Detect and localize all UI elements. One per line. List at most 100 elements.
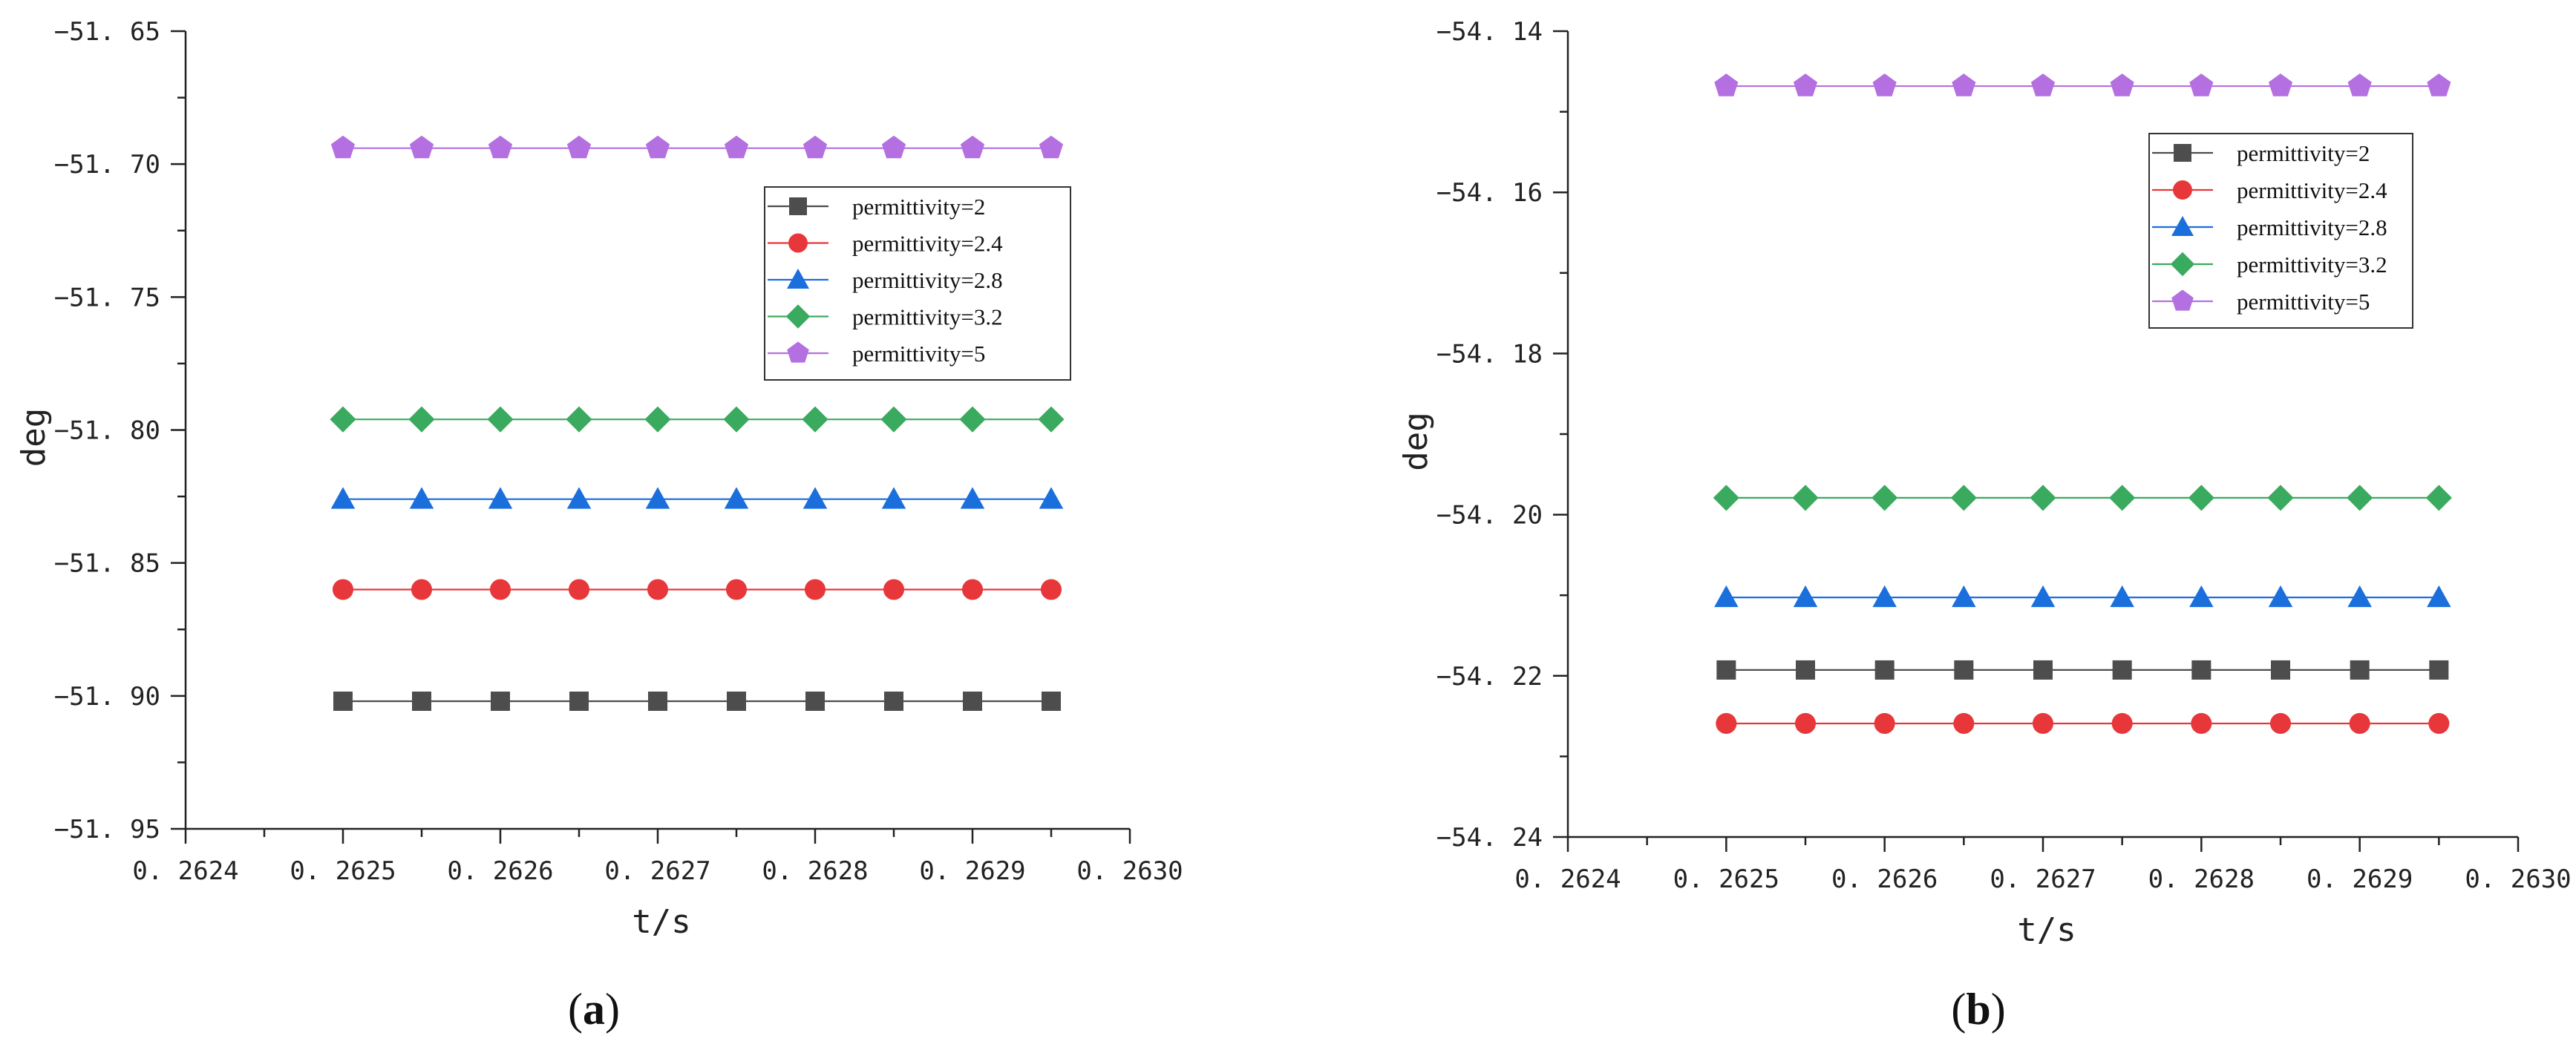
- legend-label: permittivity=3.2: [2237, 252, 2387, 278]
- data-point-marker: [411, 579, 433, 600]
- data-point-marker: [724, 487, 749, 509]
- data-point-marker: [568, 579, 590, 600]
- x-axis-title: t/s: [2017, 911, 2076, 949]
- data-point-marker: [2030, 73, 2056, 96]
- data-point-marker: [333, 692, 353, 711]
- data-point-marker: [1714, 585, 1739, 608]
- data-point-marker: [332, 579, 354, 600]
- data-point-marker: [2350, 660, 2370, 680]
- legend-swatch-marker: [2174, 144, 2191, 162]
- legend-box: [764, 186, 1071, 381]
- data-point-marker: [2110, 73, 2134, 96]
- data-point-marker: [569, 692, 589, 711]
- legend-label: permittivity=2: [2237, 140, 2370, 166]
- legend-item: permittivity=5: [2152, 289, 2370, 315]
- data-point-marker: [330, 406, 356, 433]
- series-3: [1714, 585, 2451, 608]
- data-point-marker: [1792, 485, 1819, 511]
- series-4: [1713, 485, 2452, 511]
- x-tick-label: 0. 2629: [2307, 864, 2413, 894]
- legend-swatch-marker: [2173, 180, 2192, 200]
- series-2: [332, 579, 1062, 600]
- data-point-marker: [802, 135, 828, 159]
- y-tick-label: −51. 95: [54, 815, 160, 844]
- y-tick-label: −51. 75: [54, 283, 160, 312]
- legend-item: permittivity=2: [2152, 140, 2370, 166]
- data-point-marker: [881, 487, 906, 509]
- data-point-marker: [1716, 712, 1737, 735]
- legend-label: permittivity=2.4: [852, 231, 1003, 257]
- data-point-marker: [409, 135, 434, 159]
- y-tick-label: −54. 24: [1436, 823, 1543, 853]
- x-tick-label: 0. 2626: [447, 856, 553, 886]
- series-5: [330, 135, 1064, 159]
- legend-swatch-marker: [788, 233, 808, 253]
- data-point-marker: [880, 406, 907, 433]
- legend-swatch-marker: [2170, 252, 2195, 277]
- legend-label: permittivity=5: [2237, 289, 2370, 315]
- data-point-marker: [644, 406, 671, 433]
- data-point-marker: [645, 487, 670, 509]
- data-point-marker: [2189, 73, 2214, 96]
- data-point-marker: [645, 135, 670, 159]
- data-point-marker: [2110, 585, 2134, 608]
- data-point-marker: [1794, 712, 1817, 735]
- data-point-marker: [2268, 585, 2293, 608]
- legend-swatch-marker: [787, 341, 809, 363]
- x-tick-label: 0. 2624: [1514, 864, 1621, 894]
- data-point-marker: [330, 135, 356, 159]
- legend-item: permittivity=2.8: [2152, 214, 2387, 240]
- data-point-marker: [802, 487, 828, 509]
- legend-swatch-marker: [2171, 289, 2194, 311]
- x-tick-label: 0. 2627: [1990, 864, 2096, 894]
- chart-panel-a: 0. 2624 0. 2625 0. 2626 0. 2627 0. 2628 0. 26…: [15, 17, 1183, 1034]
- data-point-marker: [2429, 660, 2449, 680]
- legend-item: permittivity=2.4: [768, 231, 1003, 257]
- data-point-marker: [566, 135, 592, 159]
- y-tick-label: −51. 80: [54, 416, 160, 446]
- data-point-marker: [2109, 485, 2136, 511]
- y-tick-label: −54. 14: [1436, 17, 1543, 47]
- data-point-marker: [1716, 660, 1736, 680]
- data-point-marker: [488, 487, 513, 509]
- legend: permittivity=2 permittivity=2.4 permittivi…: [764, 186, 1071, 381]
- data-point-marker: [2271, 660, 2290, 680]
- data-point-marker: [1040, 579, 1062, 600]
- data-point-marker: [1793, 585, 1818, 608]
- x-tick-label: 0. 2630: [2465, 864, 2571, 894]
- series-1: [1716, 660, 2449, 680]
- data-point-marker: [2189, 585, 2214, 608]
- data-point-marker: [2188, 485, 2214, 511]
- data-point-marker: [2347, 585, 2372, 608]
- data-point-marker: [961, 579, 984, 600]
- legend-label: permittivity=2.4: [2237, 177, 2387, 203]
- legend-label: permittivity=2: [852, 194, 985, 220]
- data-point-marker: [2191, 660, 2211, 680]
- x-tick-label: 0. 2624: [132, 856, 238, 886]
- data-point-marker: [412, 692, 431, 711]
- legend-label: permittivity=2.8: [852, 267, 1003, 293]
- data-point-marker: [1874, 660, 1895, 680]
- data-point-marker: [727, 692, 746, 711]
- y-tick-label: −54. 16: [1436, 178, 1543, 208]
- data-point-marker: [1952, 585, 1976, 608]
- data-point-marker: [1872, 585, 1897, 608]
- legend-label: permittivity=2.8: [2237, 214, 2387, 240]
- data-point-marker: [724, 135, 749, 159]
- data-point-marker: [959, 406, 986, 433]
- series-5: [1714, 73, 2451, 96]
- y-axis-title: deg: [15, 408, 53, 467]
- legend-label: permittivity=3.2: [852, 304, 1003, 330]
- data-point-marker: [1793, 73, 1818, 96]
- x-tick-label: 0. 2630: [1076, 856, 1183, 886]
- data-point-marker: [488, 135, 513, 159]
- data-point-marker: [408, 406, 435, 433]
- data-point-marker: [2347, 485, 2373, 511]
- data-point-marker: [1714, 73, 1739, 96]
- data-point-marker: [881, 135, 906, 159]
- x-tick-label: 0. 2629: [919, 856, 1025, 886]
- y-tick-label: −51. 85: [54, 549, 160, 579]
- data-point-marker: [2267, 485, 2294, 511]
- data-point-marker: [802, 406, 828, 433]
- data-point-marker: [1796, 660, 1815, 680]
